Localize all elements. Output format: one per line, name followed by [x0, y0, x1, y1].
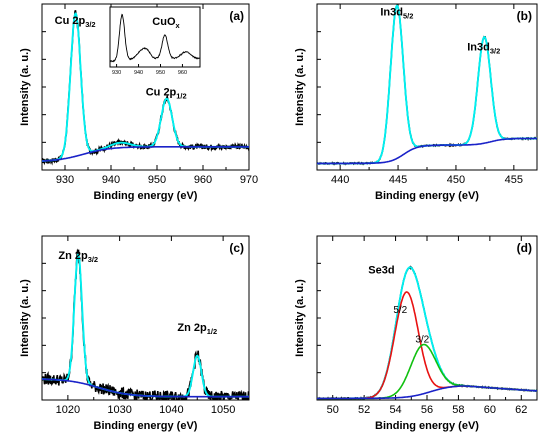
panel-label: (a) — [229, 9, 244, 23]
panel-b-in3d: 440 445 450 455 Binding energy (eV) Intensity… — [294, 3, 538, 202]
inset-x-tick-label: 950 — [156, 70, 165, 76]
x-tick-label: 1030 — [107, 404, 131, 416]
inset-x-tick-label: 960 — [178, 70, 187, 76]
peak-label-1: In3d3/2 — [467, 41, 500, 55]
series-fit — [317, 266, 537, 400]
x-tick-label: 960 — [194, 174, 212, 186]
curves — [42, 248, 249, 400]
peak-label-0: In3d5/2 — [380, 7, 413, 21]
series-fit — [42, 253, 249, 398]
x-tick-label: 970 — [240, 174, 258, 186]
component-label-1: 3/2 — [415, 335, 429, 346]
peak-label-1: Cu 2p1/2 — [146, 86, 187, 100]
curves — [317, 265, 537, 400]
peak-label-0: Cu 2p3/2 — [55, 15, 96, 29]
curves — [42, 10, 249, 166]
series-background — [42, 378, 249, 398]
y-axis-label: Intensity (a. u.) — [294, 279, 306, 357]
panel-label: (d) — [517, 241, 532, 255]
x-tick-label: 1040 — [159, 404, 183, 416]
x-tick-label: 940 — [102, 174, 120, 186]
panel-d-se3d: 50 52 54 56 58 60 62 Binding energy (eV) Intensi… — [294, 235, 538, 432]
x-tick-label: 60 — [484, 404, 496, 416]
x-tick-label: 930 — [56, 174, 74, 186]
x-axis-label: Binding energy (eV) — [375, 420, 479, 432]
curves — [317, 4, 537, 166]
x-tick-label: 445 — [389, 174, 407, 186]
inset-cuox: 930 940 950 960 CuOx — [109, 6, 201, 76]
x-tick-label: 455 — [505, 174, 523, 186]
x-tick-label: 54 — [389, 404, 401, 416]
peak-label-1: Zn 2p1/2 — [177, 322, 217, 336]
x-tick-label: 1020 — [56, 404, 80, 416]
panel-label: (b) — [517, 9, 532, 23]
x-tick-label: 62 — [515, 404, 527, 416]
peak-label-0: Zn 2p3/2 — [58, 250, 98, 264]
panel-label: (c) — [229, 241, 244, 255]
x-tick-label: 52 — [358, 404, 370, 416]
series-background — [317, 385, 537, 400]
inset-x-tick-label: 930 — [112, 70, 121, 76]
series-raw — [317, 4, 537, 166]
x-tick-label: 1050 — [211, 404, 235, 416]
panel-a-cu2p: 930 940 950 960 970 Binding energy (eV) Intens… — [19, 3, 258, 202]
x-tick-label: 950 — [148, 174, 166, 186]
inset-series — [110, 13, 201, 63]
inset-label: CuOx — [152, 16, 180, 30]
series-background — [317, 137, 537, 165]
x-tick-label: 58 — [452, 404, 464, 416]
x-axis-label: Binding energy (eV) — [94, 190, 198, 202]
series-background — [42, 146, 249, 162]
panel-c-zn2p: 1020 1030 1040 1050 Binding energy (eV) Inten… — [19, 235, 250, 432]
x-tick-label: 450 — [447, 174, 465, 186]
x-tick-label: 440 — [331, 174, 349, 186]
inset-x-tick-label: 940 — [134, 70, 143, 76]
component-label-0: 5/2 — [393, 305, 407, 316]
x-axis-label: Binding energy (eV) — [94, 420, 198, 432]
y-axis-label: Intensity (a. u.) — [294, 48, 306, 126]
y-axis-label: Intensity (a. u.) — [19, 279, 31, 357]
x-tick-label: 50 — [327, 404, 339, 416]
y-axis-label: Intensity (a. u.) — [19, 48, 31, 126]
x-axis-label: Binding energy (eV) — [375, 190, 479, 202]
x-tick-label: 56 — [421, 404, 433, 416]
plot-frame — [316, 235, 538, 401]
peak-label-0: Se3d — [368, 265, 394, 277]
series-raw — [317, 265, 537, 400]
